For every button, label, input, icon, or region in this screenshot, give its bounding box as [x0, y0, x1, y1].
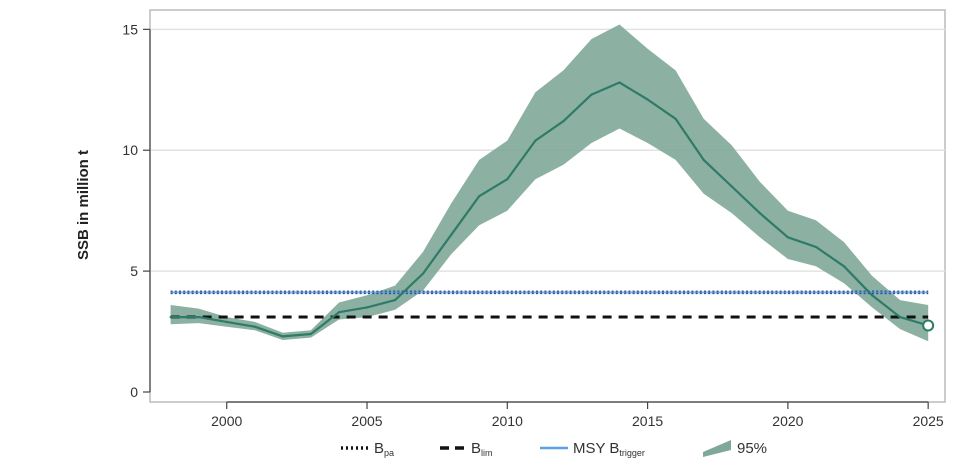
legend-sub-msy: trigger [619, 448, 645, 458]
ssb-point-2016 [674, 117, 677, 120]
ssb-point-2012 [562, 120, 565, 123]
ssb-point-2014 [618, 81, 621, 84]
ssb-point-2010 [506, 178, 509, 181]
ssb-point-2002 [281, 335, 284, 338]
y-tick-label-5: 5 [130, 263, 138, 279]
legend-label-band: 95% [737, 440, 767, 457]
x-tick-label-2015: 2015 [632, 413, 663, 429]
ssb-point-2025 [922, 319, 935, 332]
ssb-point-2004 [337, 311, 341, 314]
legend: Bpa Blim MSY Btrigger 95% [341, 440, 767, 458]
ssb-point-2015 [646, 98, 649, 101]
ssb-point-2011 [534, 139, 537, 142]
ssb-point-1998 [169, 315, 172, 319]
y-tick-label-0: 0 [130, 384, 138, 400]
legend-sub-bpa: pa [384, 448, 394, 458]
ssb-point-2020 [786, 236, 789, 239]
legend-label-bpa: Bpa [374, 440, 394, 458]
y-tick-label-15: 15 [122, 21, 138, 37]
ssb-point-2018 [730, 185, 733, 188]
x-tick-label-2005: 2005 [351, 413, 382, 429]
ssb-line-layer [169, 81, 935, 338]
plot-frame [149, 9, 946, 403]
ssb-point-2000 [225, 320, 228, 323]
ssb-point-2008 [450, 233, 453, 236]
ssb-point-2007 [422, 272, 425, 275]
ssb-point-1999 [197, 315, 200, 319]
legend-swatch-95 [703, 440, 731, 457]
confidence-band-95 [170, 24, 929, 342]
ssb-point-2024 [899, 315, 902, 319]
legend-sub-blim: lim [481, 448, 493, 458]
legend-label-blim: Blim [471, 440, 493, 458]
ssb-point-2003 [309, 332, 312, 336]
x-tick-label-2010: 2010 [492, 413, 523, 429]
ssb-point-2022 [842, 265, 846, 268]
ssb-point-2019 [758, 211, 761, 215]
x-tick-label-2000: 2000 [211, 413, 242, 429]
ssb-point-2001 [253, 325, 256, 328]
ssb-point-2013 [590, 93, 593, 96]
axes: 0 5 10 15 2000 2005 2010 2015 2020 2025 [122, 21, 944, 429]
ssb-line [170, 81, 929, 338]
legend-label-msy: MSY Btrigger [573, 440, 645, 458]
ssb-point-2017 [702, 158, 705, 161]
confidence-band-layer [170, 24, 929, 342]
ssb-point-2009 [478, 195, 481, 198]
x-tick-label-2025: 2025 [913, 413, 944, 429]
ssb-point-2005 [365, 306, 369, 309]
ssb-point-2023 [870, 294, 874, 297]
y-tick-label-10: 10 [122, 142, 138, 158]
ssb-point-2021 [814, 245, 818, 249]
reference-lines-layer [170, 290, 929, 319]
ssb-point-2006 [393, 299, 397, 302]
y-axis-title: SSB in million t [75, 150, 92, 260]
x-tick-label-2020: 2020 [772, 413, 803, 429]
